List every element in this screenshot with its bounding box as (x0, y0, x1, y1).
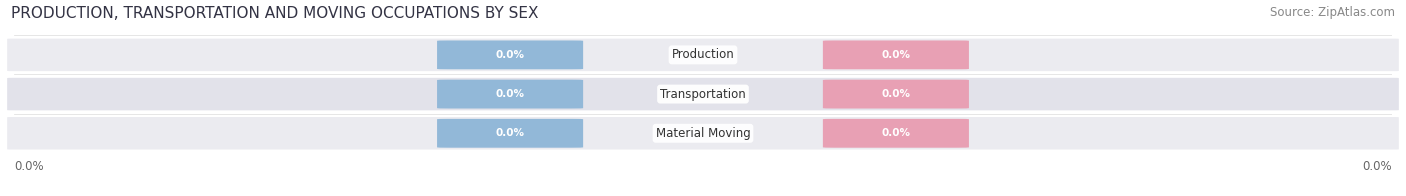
FancyBboxPatch shape (437, 80, 583, 109)
Text: 0.0%: 0.0% (495, 50, 524, 60)
Text: 0.0%: 0.0% (1362, 160, 1392, 173)
Text: PRODUCTION, TRANSPORTATION AND MOVING OCCUPATIONS BY SEX: PRODUCTION, TRANSPORTATION AND MOVING OC… (11, 6, 538, 21)
FancyBboxPatch shape (7, 117, 1399, 150)
Text: 0.0%: 0.0% (14, 160, 44, 173)
FancyBboxPatch shape (823, 40, 969, 69)
Text: 0.0%: 0.0% (495, 128, 524, 138)
Text: Production: Production (672, 48, 734, 61)
FancyBboxPatch shape (7, 78, 1399, 110)
Text: 0.0%: 0.0% (882, 50, 911, 60)
Text: Material Moving: Material Moving (655, 127, 751, 140)
FancyBboxPatch shape (437, 40, 583, 69)
FancyBboxPatch shape (823, 119, 969, 148)
Text: 0.0%: 0.0% (882, 89, 911, 99)
FancyBboxPatch shape (437, 119, 583, 148)
Text: Source: ZipAtlas.com: Source: ZipAtlas.com (1270, 6, 1395, 19)
Text: 0.0%: 0.0% (882, 128, 911, 138)
Text: 0.0%: 0.0% (495, 89, 524, 99)
Text: Transportation: Transportation (661, 88, 745, 101)
FancyBboxPatch shape (823, 80, 969, 109)
FancyBboxPatch shape (7, 39, 1399, 71)
